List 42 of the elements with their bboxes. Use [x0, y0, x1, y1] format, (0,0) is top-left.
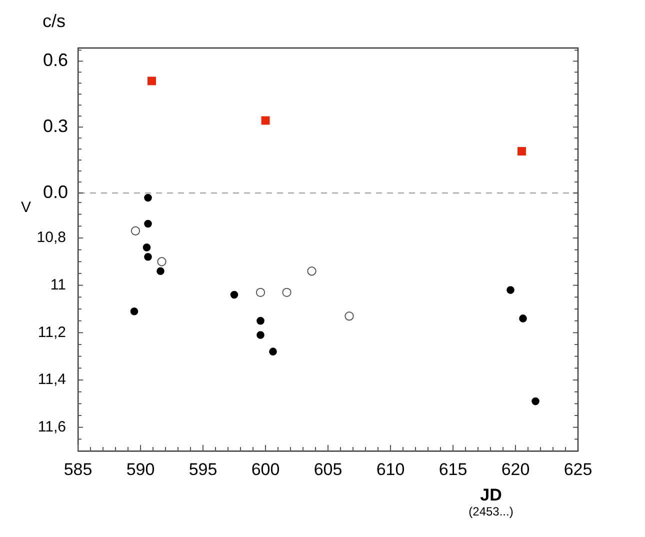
point — [157, 257, 166, 266]
x-tick-label: 610 — [376, 460, 405, 479]
y-tick-label: 10,8 — [36, 229, 66, 246]
point — [256, 288, 266, 298]
y-axis-title: c/s — [42, 10, 66, 31]
y-tick-label: 11,2 — [38, 324, 66, 341]
point — [344, 311, 354, 321]
x-tick-label: 590 — [126, 460, 155, 479]
point — [519, 314, 527, 322]
point — [269, 348, 277, 356]
y-tick-label: 0.0 — [42, 182, 68, 202]
point — [532, 397, 540, 406]
point — [142, 244, 151, 252]
x-axis-title: JD — [480, 486, 502, 505]
point — [506, 286, 514, 294]
point — [144, 253, 152, 261]
y-tick-label: 11,6 — [38, 418, 66, 436]
point — [148, 76, 156, 86]
point — [144, 220, 152, 228]
point — [282, 288, 292, 298]
point — [130, 226, 140, 236]
x-tick-label: 620 — [501, 460, 530, 479]
point — [156, 267, 164, 276]
y-tick-label: 0.6 — [42, 50, 68, 70]
y-axis-title: V — [20, 199, 32, 216]
point — [256, 316, 264, 325]
x-tick-label: 605 — [314, 460, 342, 479]
point — [256, 331, 264, 339]
x-tick-label: 595 — [188, 460, 218, 479]
x-tick-label: 600 — [251, 460, 280, 479]
point — [230, 290, 238, 299]
text: (2453...) — [468, 504, 514, 518]
point — [307, 266, 316, 276]
y-tick-label: 0.3 — [42, 116, 68, 136]
x-tick-label: 625 — [564, 460, 592, 479]
x-tick-label: 585 — [64, 460, 92, 479]
y-tick-label: 11,4 — [38, 371, 66, 388]
x-tick-label: 615 — [438, 460, 468, 479]
point — [130, 307, 138, 316]
point — [144, 194, 152, 202]
y-tick-label: 11 — [50, 276, 66, 294]
point — [518, 147, 526, 156]
